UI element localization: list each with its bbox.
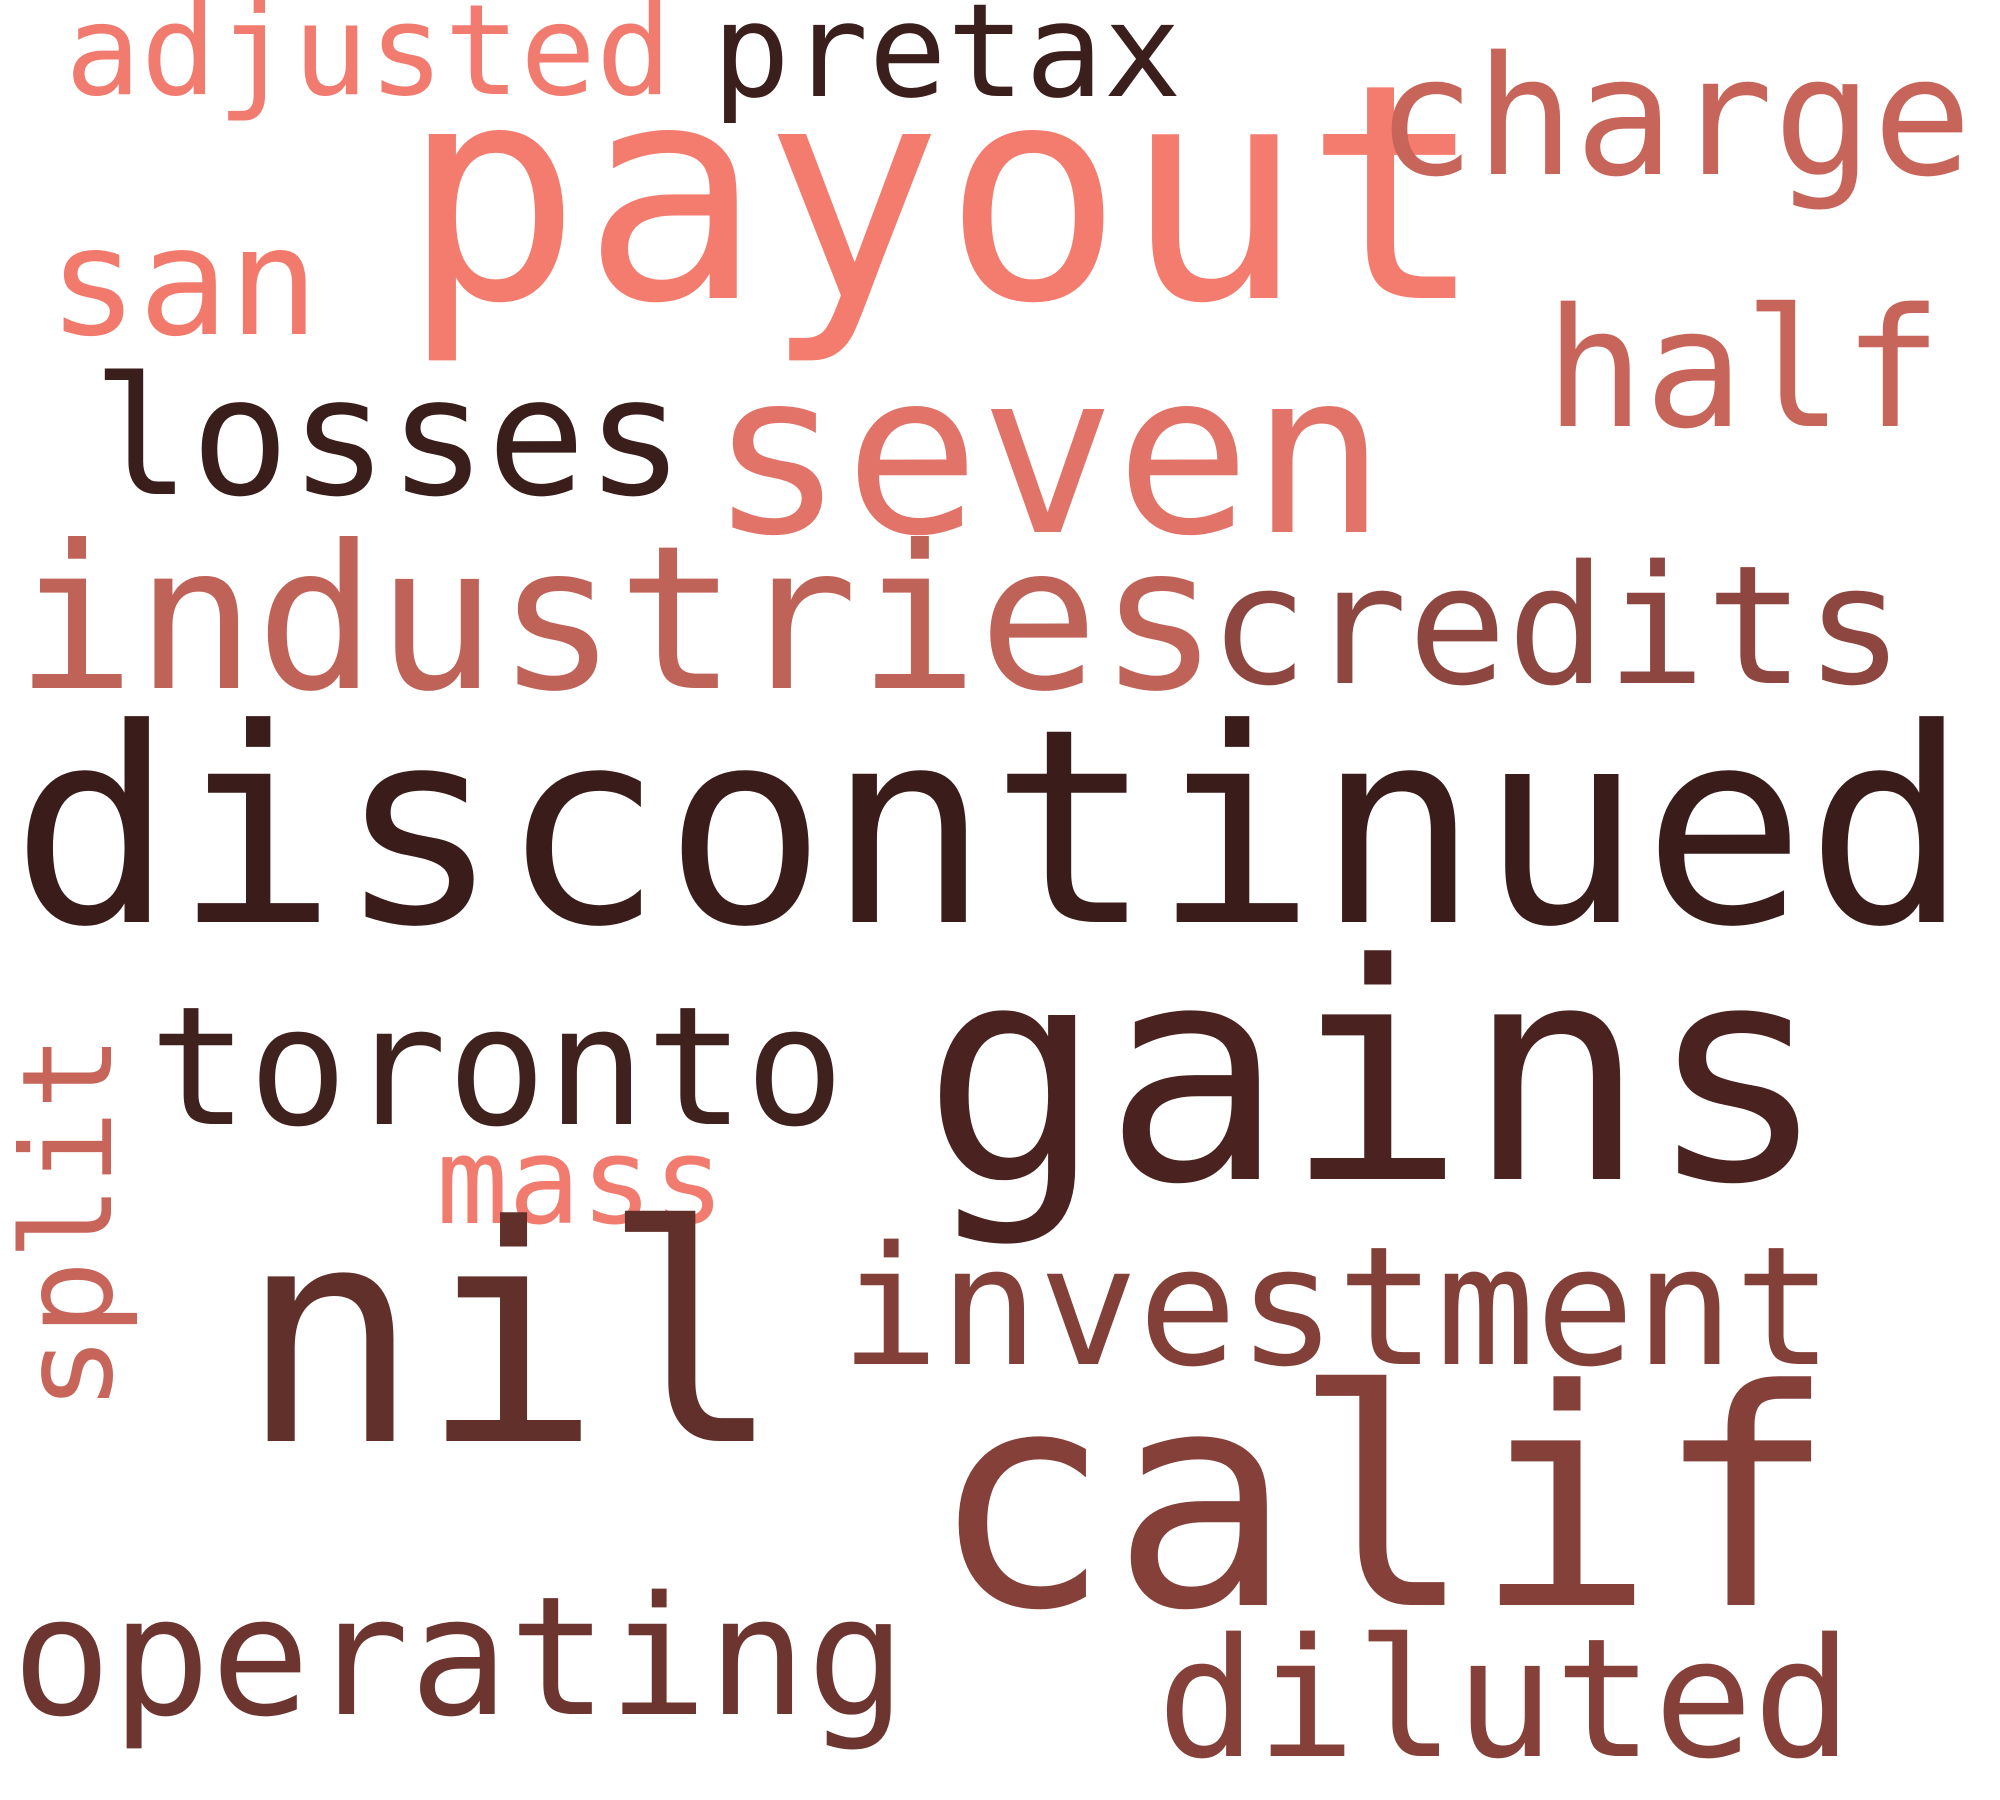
word-payout: payout xyxy=(401,20,1485,369)
word-losses: losses xyxy=(92,342,685,533)
word-charge: charge xyxy=(1376,21,1973,213)
word-credits: credits xyxy=(1209,530,1905,722)
word-investment: investment xyxy=(840,1211,1834,1403)
word-mass: mass xyxy=(436,1113,725,1252)
word-toronto: toronto xyxy=(149,971,845,1163)
word-diluted: diluted xyxy=(1157,1603,1853,1795)
word-seven: seven xyxy=(709,324,1387,586)
word-nil: nil xyxy=(239,1162,783,1512)
word-half: half xyxy=(1545,273,1943,465)
word-gains: gains xyxy=(922,900,1829,1250)
word-adjusted: adjusted xyxy=(65,0,672,124)
word-calif: calif xyxy=(930,1326,1837,1676)
word-san: san xyxy=(48,196,319,370)
word-industries: industries xyxy=(15,503,1220,736)
word-operating: operating xyxy=(12,1561,907,1753)
word-pretax: pretax xyxy=(712,0,1182,127)
word-discontinued: discontinued xyxy=(11,670,1969,986)
word-split: split xyxy=(0,1034,141,1411)
